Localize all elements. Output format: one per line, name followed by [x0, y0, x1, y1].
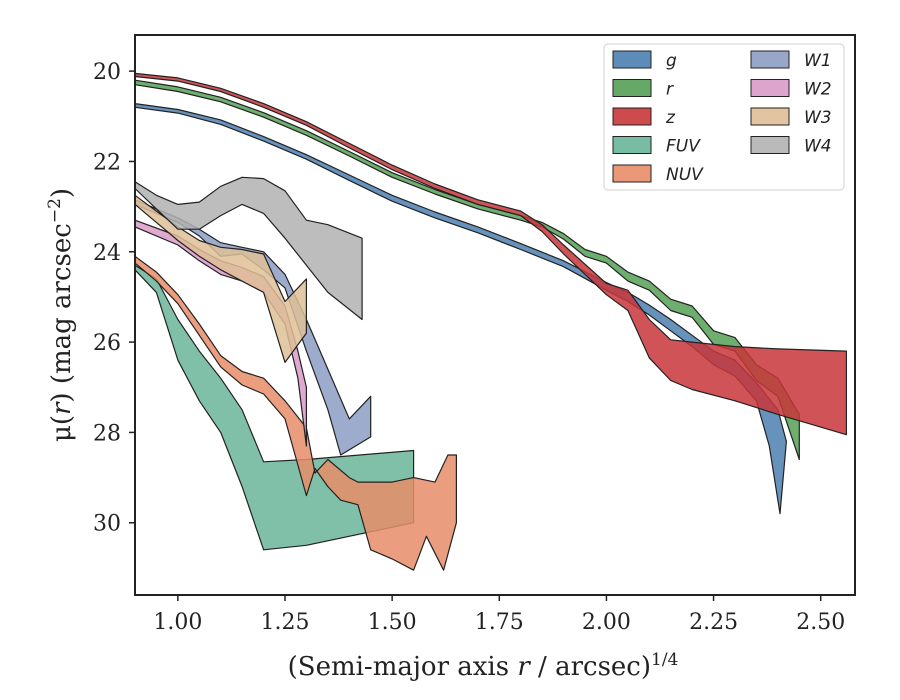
- band-z: [134, 72, 848, 436]
- y-tick-label: 28: [93, 421, 121, 446]
- y-tick-label: 30: [93, 512, 121, 537]
- legend-label-z: z: [665, 108, 676, 128]
- legend-label-g: g: [666, 51, 677, 71]
- x-tick-label: 1.75: [475, 610, 524, 635]
- band-layer: [134, 72, 848, 571]
- legend-label-nuv: NUV: [666, 165, 704, 185]
- legend-label-w1: W1: [804, 51, 832, 71]
- x-axis: 1.00 1.25 1.50 1.75 2.00 2.25 2.50: [153, 595, 845, 635]
- y-tick-label: 22: [93, 150, 121, 175]
- x-tick-label: 1.00: [153, 610, 202, 635]
- y-axis-label: μ(r) (mag arcsec−2): [45, 188, 77, 442]
- legend-label-fuv: FUV: [666, 137, 701, 157]
- y-tick-label: 24: [93, 241, 121, 266]
- legend-swatch-fuv: [612, 136, 652, 154]
- x-tick-label: 2.25: [689, 610, 738, 635]
- legend-swatch-w1: [750, 50, 790, 69]
- legend-label-r: r: [666, 80, 674, 100]
- legend-label-w4: W4: [804, 137, 832, 157]
- y-axis: 20 22 24 26 28 30: [93, 60, 135, 537]
- legend-swatch-z: [612, 107, 652, 126]
- legend-label-w2: W2: [804, 80, 832, 100]
- y-tick-label: 20: [93, 60, 121, 85]
- x-axis-label: (Semi-major axis r / arcsec)1/4: [288, 650, 679, 682]
- band-g: [134, 102, 788, 515]
- legend: grz FUV NUV W1 W2 W3 W4: [603, 43, 845, 191]
- band-nuv: [134, 255, 457, 571]
- legend-swatch-r: [612, 79, 652, 97]
- x-tick-label: 2.00: [582, 610, 631, 635]
- legend-swatch-w2: [750, 79, 790, 97]
- plot-frame: [134, 34, 856, 596]
- legend-label-w3: W3: [804, 108, 832, 128]
- x-tick-label: 1.25: [261, 610, 310, 635]
- band-w3: [134, 194, 307, 363]
- legend-swatch-w4: [750, 136, 790, 154]
- legend-swatch-g: [612, 50, 652, 69]
- y-tick-label: 26: [93, 331, 121, 356]
- legend-swatch-w3: [750, 107, 790, 126]
- legend-swatch-nuv: [612, 164, 652, 183]
- x-tick-label: 1.50: [368, 610, 417, 635]
- band-w4: [134, 176, 363, 321]
- x-tick-label: 2.50: [796, 610, 845, 635]
